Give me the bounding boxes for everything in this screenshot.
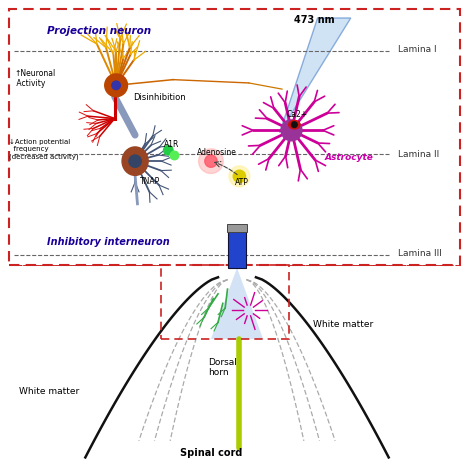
Text: ↓Action potential
  frequency
(decreased activity): ↓Action potential frequency (decreased a… bbox=[9, 139, 79, 160]
Circle shape bbox=[199, 149, 223, 173]
Bar bbox=[228, 230, 246, 268]
Circle shape bbox=[105, 74, 128, 97]
Circle shape bbox=[229, 166, 250, 187]
Text: Astrocyte: Astrocyte bbox=[325, 153, 374, 162]
Bar bbox=[161, 265, 289, 339]
Circle shape bbox=[292, 122, 297, 128]
Polygon shape bbox=[211, 268, 263, 339]
Circle shape bbox=[233, 170, 246, 182]
Bar bbox=[227, 224, 247, 232]
Circle shape bbox=[170, 151, 179, 160]
Text: 473 nm: 473 nm bbox=[294, 15, 335, 26]
Ellipse shape bbox=[122, 147, 148, 175]
Text: White matter: White matter bbox=[19, 387, 79, 395]
Text: Spinal cord: Spinal cord bbox=[180, 447, 243, 458]
Text: Ca2+: Ca2+ bbox=[287, 110, 308, 119]
Text: Lamina I: Lamina I bbox=[398, 46, 437, 54]
Text: Disinhibition: Disinhibition bbox=[133, 93, 185, 101]
Text: ↑Neuronal
 Activity: ↑Neuronal Activity bbox=[14, 69, 55, 88]
Circle shape bbox=[164, 146, 173, 155]
Text: A1R: A1R bbox=[164, 140, 179, 149]
Circle shape bbox=[112, 81, 120, 90]
Text: TNAP: TNAP bbox=[140, 177, 160, 185]
Bar bbox=[9, 9, 460, 265]
Circle shape bbox=[205, 155, 217, 167]
Text: White matter: White matter bbox=[313, 320, 373, 329]
Text: Dorsal
horn: Dorsal horn bbox=[209, 358, 237, 377]
Text: Adenosine: Adenosine bbox=[197, 148, 237, 157]
Ellipse shape bbox=[289, 120, 300, 129]
Text: Lamina III: Lamina III bbox=[398, 249, 442, 258]
Circle shape bbox=[281, 120, 302, 141]
Polygon shape bbox=[280, 18, 351, 133]
Text: ATP: ATP bbox=[235, 178, 248, 187]
Circle shape bbox=[129, 155, 141, 167]
Text: Lamina II: Lamina II bbox=[398, 150, 439, 158]
Text: Projection neuron: Projection neuron bbox=[47, 26, 152, 36]
Text: Inhibitory interneuron: Inhibitory interneuron bbox=[47, 237, 170, 247]
